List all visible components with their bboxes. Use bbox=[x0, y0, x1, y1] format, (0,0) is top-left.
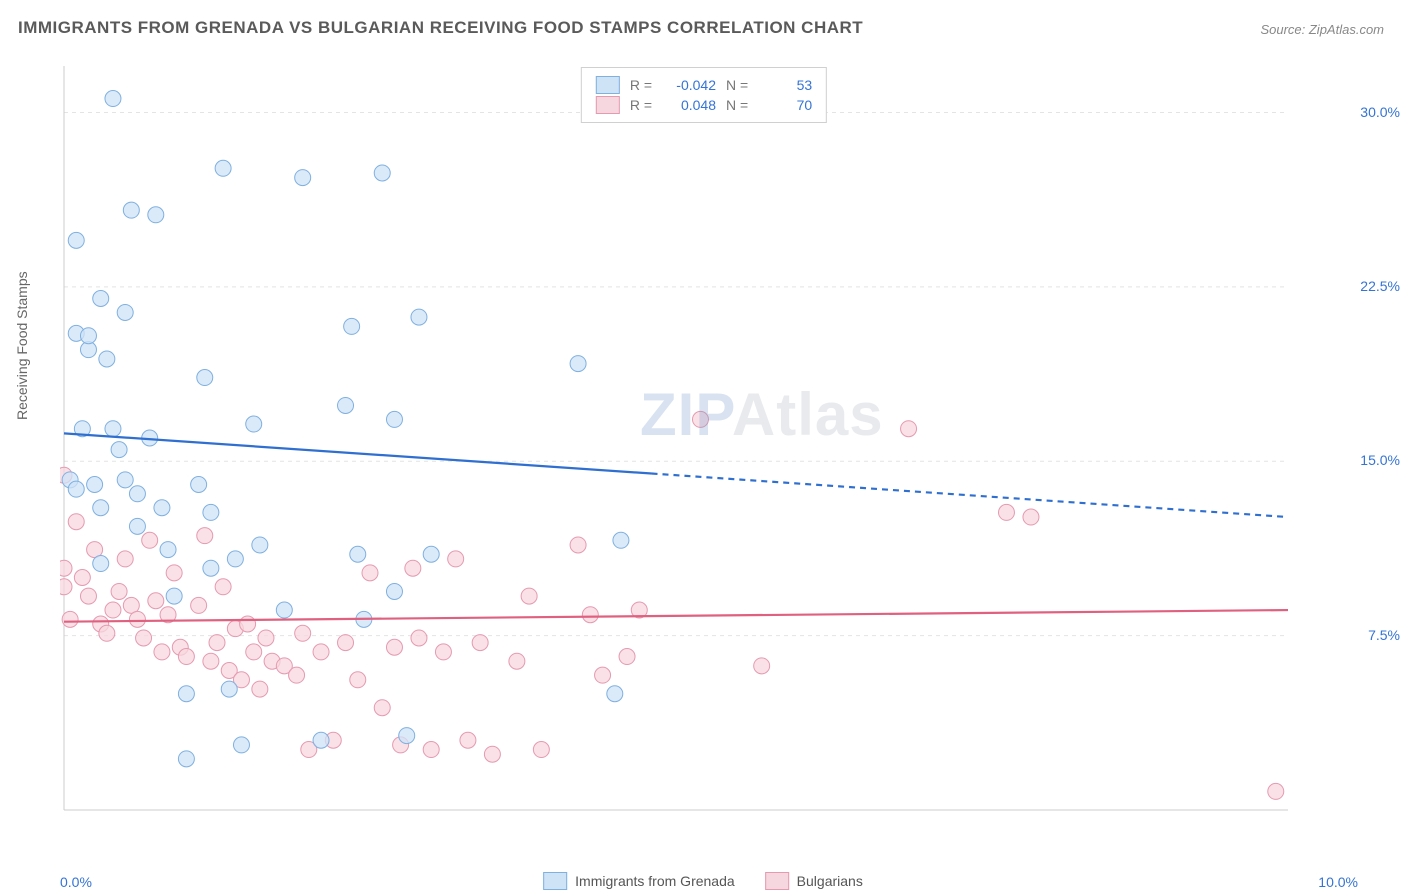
series-legend: Immigrants from Grenada Bulgarians bbox=[543, 872, 863, 890]
y-axis-tick: 15.0% bbox=[1360, 452, 1400, 468]
y-axis-tick: 7.5% bbox=[1368, 627, 1400, 643]
legend-label: Bulgarians bbox=[797, 873, 863, 889]
source-attribution: Source: ZipAtlas.com bbox=[1260, 22, 1384, 37]
legend-swatch-bulgarians bbox=[765, 872, 789, 890]
chart-title: IMMIGRANTS FROM GRENADA VS BULGARIAN REC… bbox=[18, 18, 863, 38]
legend-swatch-grenada bbox=[543, 872, 567, 890]
legend-r-value: -0.042 bbox=[662, 77, 716, 93]
legend-swatch-grenada bbox=[596, 76, 620, 94]
y-axis-tick: 22.5% bbox=[1360, 278, 1400, 294]
legend-n-label: N = bbox=[726, 77, 748, 93]
legend-r-label: R = bbox=[630, 97, 652, 113]
legend-n-label: N = bbox=[726, 97, 748, 113]
x-axis-tick-max: 10.0% bbox=[1318, 874, 1358, 890]
legend-r-value: 0.048 bbox=[662, 97, 716, 113]
legend-item-grenada: Immigrants from Grenada bbox=[543, 872, 735, 890]
legend-item-bulgarians: Bulgarians bbox=[765, 872, 863, 890]
legend-row: R = -0.042 N = 53 bbox=[596, 76, 812, 94]
y-axis-tick: 30.0% bbox=[1360, 104, 1400, 120]
legend-swatch-bulgarians bbox=[596, 96, 620, 114]
legend-n-value: 53 bbox=[758, 77, 812, 93]
legend-n-value: 70 bbox=[758, 97, 812, 113]
legend-row: R = 0.048 N = 70 bbox=[596, 96, 812, 114]
legend-label: Immigrants from Grenada bbox=[575, 873, 735, 889]
x-axis-tick-min: 0.0% bbox=[60, 874, 92, 890]
y-axis-label: Receiving Food Stamps bbox=[14, 271, 30, 420]
chart-area: R = -0.042 N = 53 R = 0.048 N = 70 bbox=[60, 62, 1348, 830]
scatter-plot bbox=[60, 62, 1348, 830]
legend-r-label: R = bbox=[630, 77, 652, 93]
correlation-legend: R = -0.042 N = 53 R = 0.048 N = 70 bbox=[581, 67, 827, 123]
